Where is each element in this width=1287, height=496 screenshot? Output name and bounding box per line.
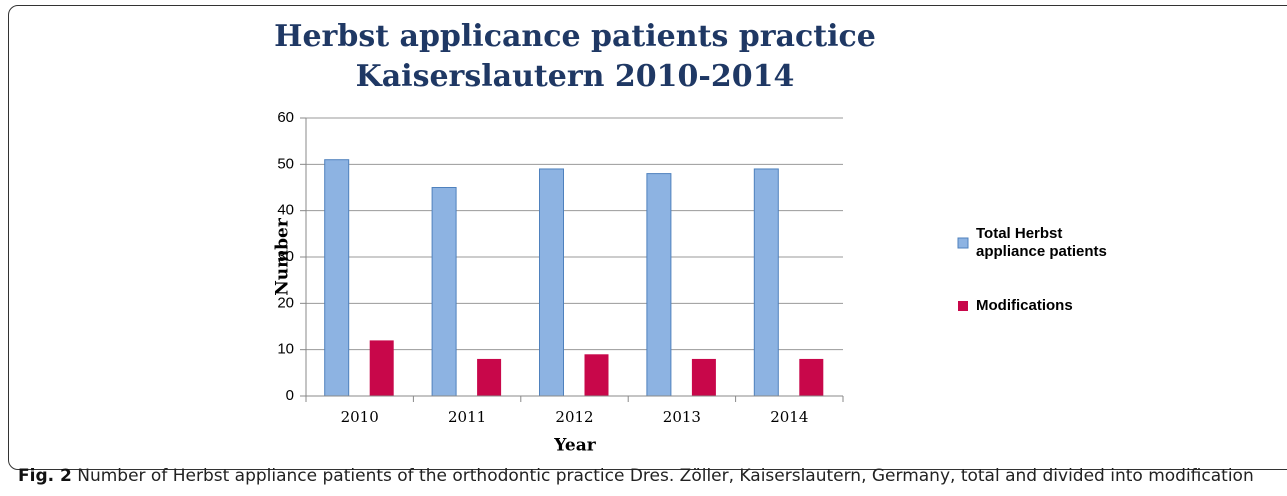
caption: Fig. 2 Number of Herbst appliance patien… [18,466,1254,486]
bar [477,358,502,396]
x-tick-label: 2010 [341,408,379,426]
legend-line: appliance patients [976,243,1107,260]
y-axis-label: Number [273,217,293,296]
bar [539,168,564,397]
y-tick-label: 0 [286,387,294,404]
x-axis-label: Year [553,436,596,456]
bar [691,358,716,396]
legend-swatch [957,237,969,249]
caption-text: Number of Herbst appliance patients of t… [77,466,1254,486]
figure-frame [8,5,1287,470]
chart: Herbst applicance patients practice Kais… [273,19,1107,456]
bar [646,173,672,397]
y-tick-label: 10 [277,341,294,358]
chart-title: Kaiserslautern 2010-2014 [356,59,795,94]
y-tick-label: 50 [277,155,294,172]
caption-label: Fig. 2 [18,466,72,486]
legend-label: Modifications [976,297,1073,314]
x-tick-label: 2014 [770,408,808,426]
bar [324,159,350,397]
y-tick-label: 40 [277,202,294,219]
legend-swatch [958,301,968,311]
x-tick-label: 2011 [448,408,486,426]
legend-label: Total Herbst appliance patients [976,225,1107,260]
chart-title: Herbst applicance patients practice [274,19,876,54]
legend-line: Total Herbst [976,225,1062,242]
y-tick-label: 30 [277,248,294,265]
y-tick-label: 60 [277,109,294,126]
bar [584,354,609,396]
bar [369,340,394,396]
bar [753,168,779,397]
bar [799,358,824,396]
bar [431,187,457,397]
y-tick-label: 20 [277,294,294,311]
x-tick-label: 2013 [663,408,701,426]
x-tick-label: 2012 [555,408,593,426]
